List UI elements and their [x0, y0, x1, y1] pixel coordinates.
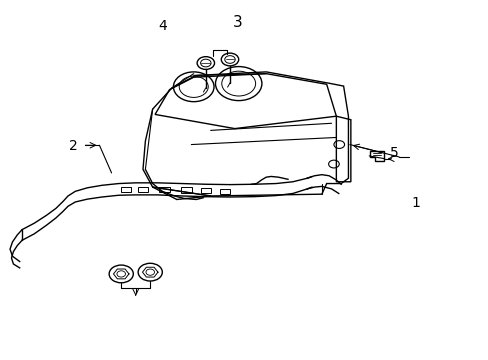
Text: 2: 2 — [69, 139, 78, 153]
Bar — [159, 186, 170, 192]
Bar — [220, 189, 230, 194]
Text: 3: 3 — [232, 15, 242, 30]
Text: 5: 5 — [389, 147, 397, 161]
Text: 4: 4 — [158, 19, 166, 33]
Bar — [121, 187, 131, 192]
Bar — [200, 188, 211, 193]
Text: 1: 1 — [410, 196, 419, 210]
Bar — [138, 186, 148, 192]
Bar — [181, 187, 191, 193]
